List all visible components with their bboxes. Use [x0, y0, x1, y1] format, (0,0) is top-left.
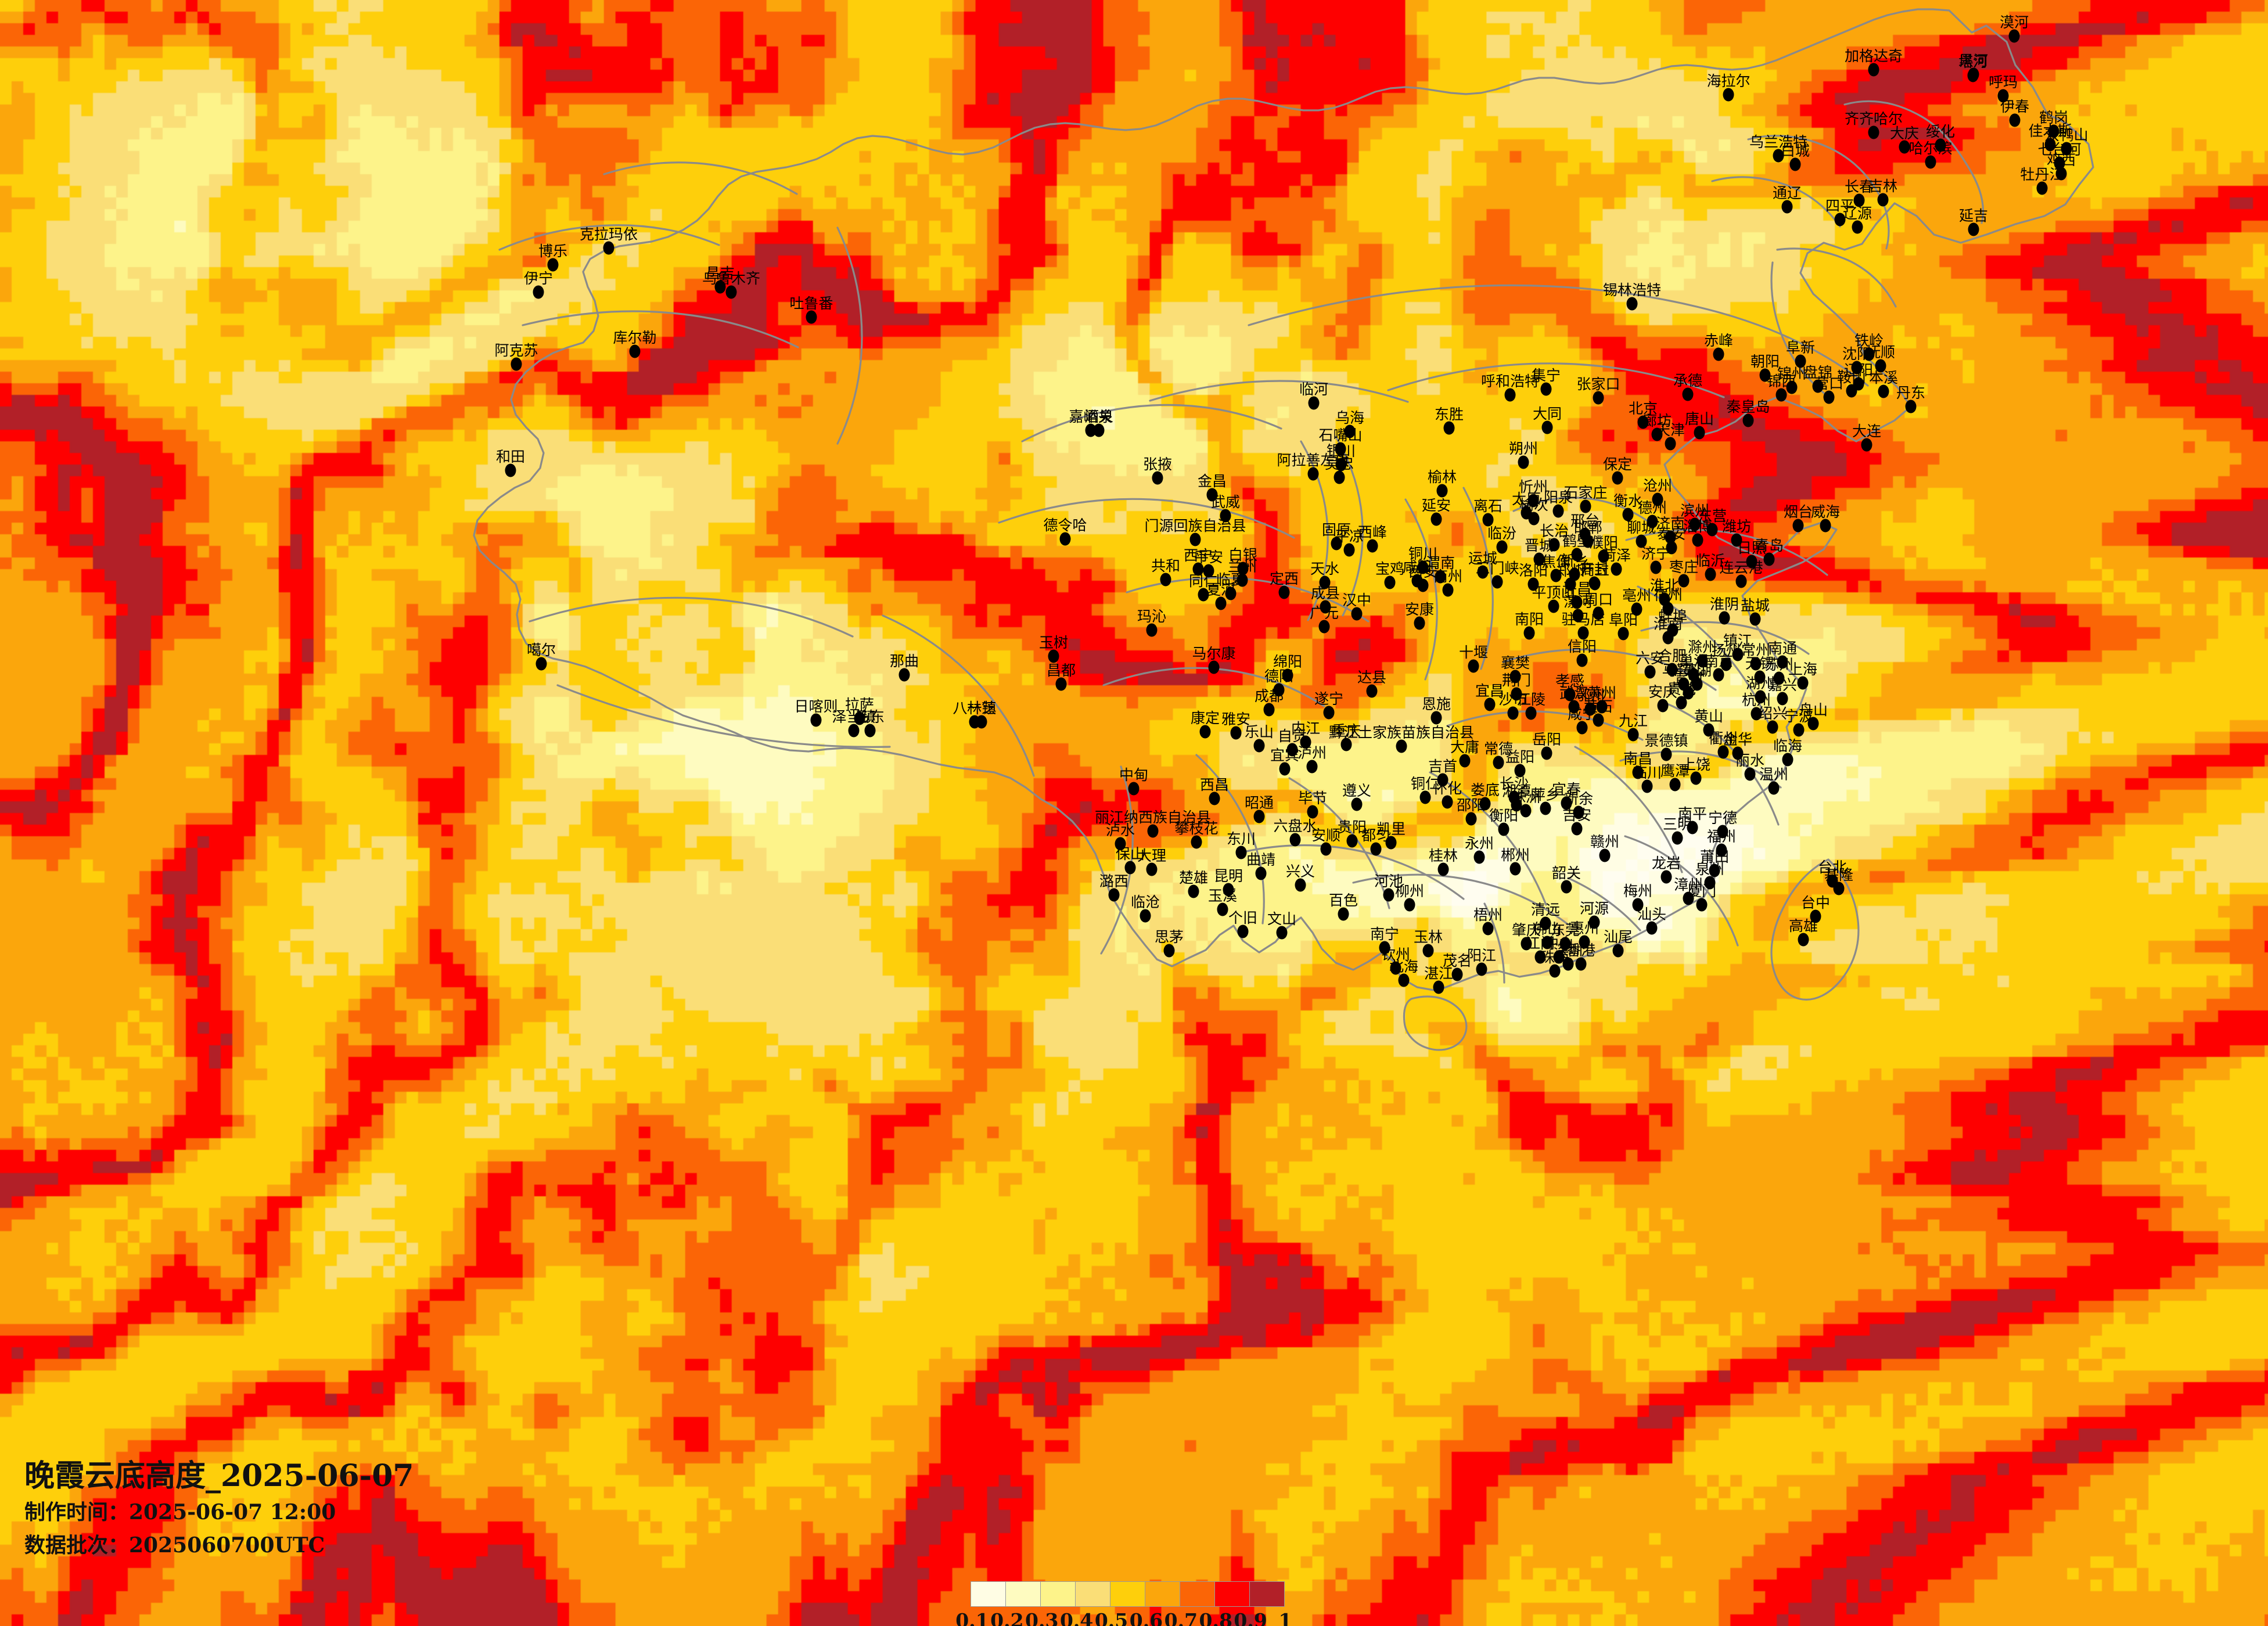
legend-swatch-1 — [971, 1582, 1006, 1606]
color-legend: 0.1 0.2 0.3 0.4 0.5 0.6 0.7 0.8 0.9 1 — [955, 1581, 1292, 1626]
legend-swatch-8 — [1215, 1582, 1250, 1606]
legend-tick-labels: 0.1 0.2 0.3 0.4 0.5 0.6 0.7 0.8 0.9 1 — [955, 1607, 1292, 1626]
legend-swatch-6 — [1145, 1582, 1180, 1606]
legend-tick: 1 — [1278, 1609, 1292, 1626]
legend-tick: 0.9 — [1234, 1609, 1267, 1626]
legend-tick: 0.3 — [1025, 1609, 1059, 1626]
data-batch: 数据批次：2025060700UTC — [24, 1533, 325, 1557]
legend-swatch-3 — [1041, 1582, 1076, 1606]
legend-tick: 0.4 — [1059, 1609, 1094, 1626]
legend-swatches — [971, 1581, 1285, 1607]
legend-swatch-4 — [1076, 1582, 1110, 1606]
legend-swatch-9 — [1250, 1582, 1284, 1606]
legend-swatch-2 — [1006, 1582, 1041, 1606]
legend-tick: 0.7 — [1164, 1609, 1198, 1626]
legend-swatch-7 — [1180, 1582, 1215, 1606]
caption-block: 晚霞云底高度_2025-06-07 制作时间：2025-06-07 12:00 … — [24, 1460, 414, 1559]
page-title: 晚霞云底高度_2025-06-07 — [24, 1458, 414, 1494]
legend-tick: 0.5 — [1094, 1609, 1128, 1626]
legend-tick: 0.2 — [990, 1609, 1024, 1626]
legend-swatch-5 — [1110, 1582, 1145, 1606]
legend-tick: 0.6 — [1129, 1609, 1163, 1626]
legend-tick: 0.8 — [1199, 1609, 1232, 1626]
produced-time: 制作时间：2025-06-07 12:00 — [24, 1499, 336, 1524]
legend-tick: 0.1 — [955, 1609, 989, 1626]
